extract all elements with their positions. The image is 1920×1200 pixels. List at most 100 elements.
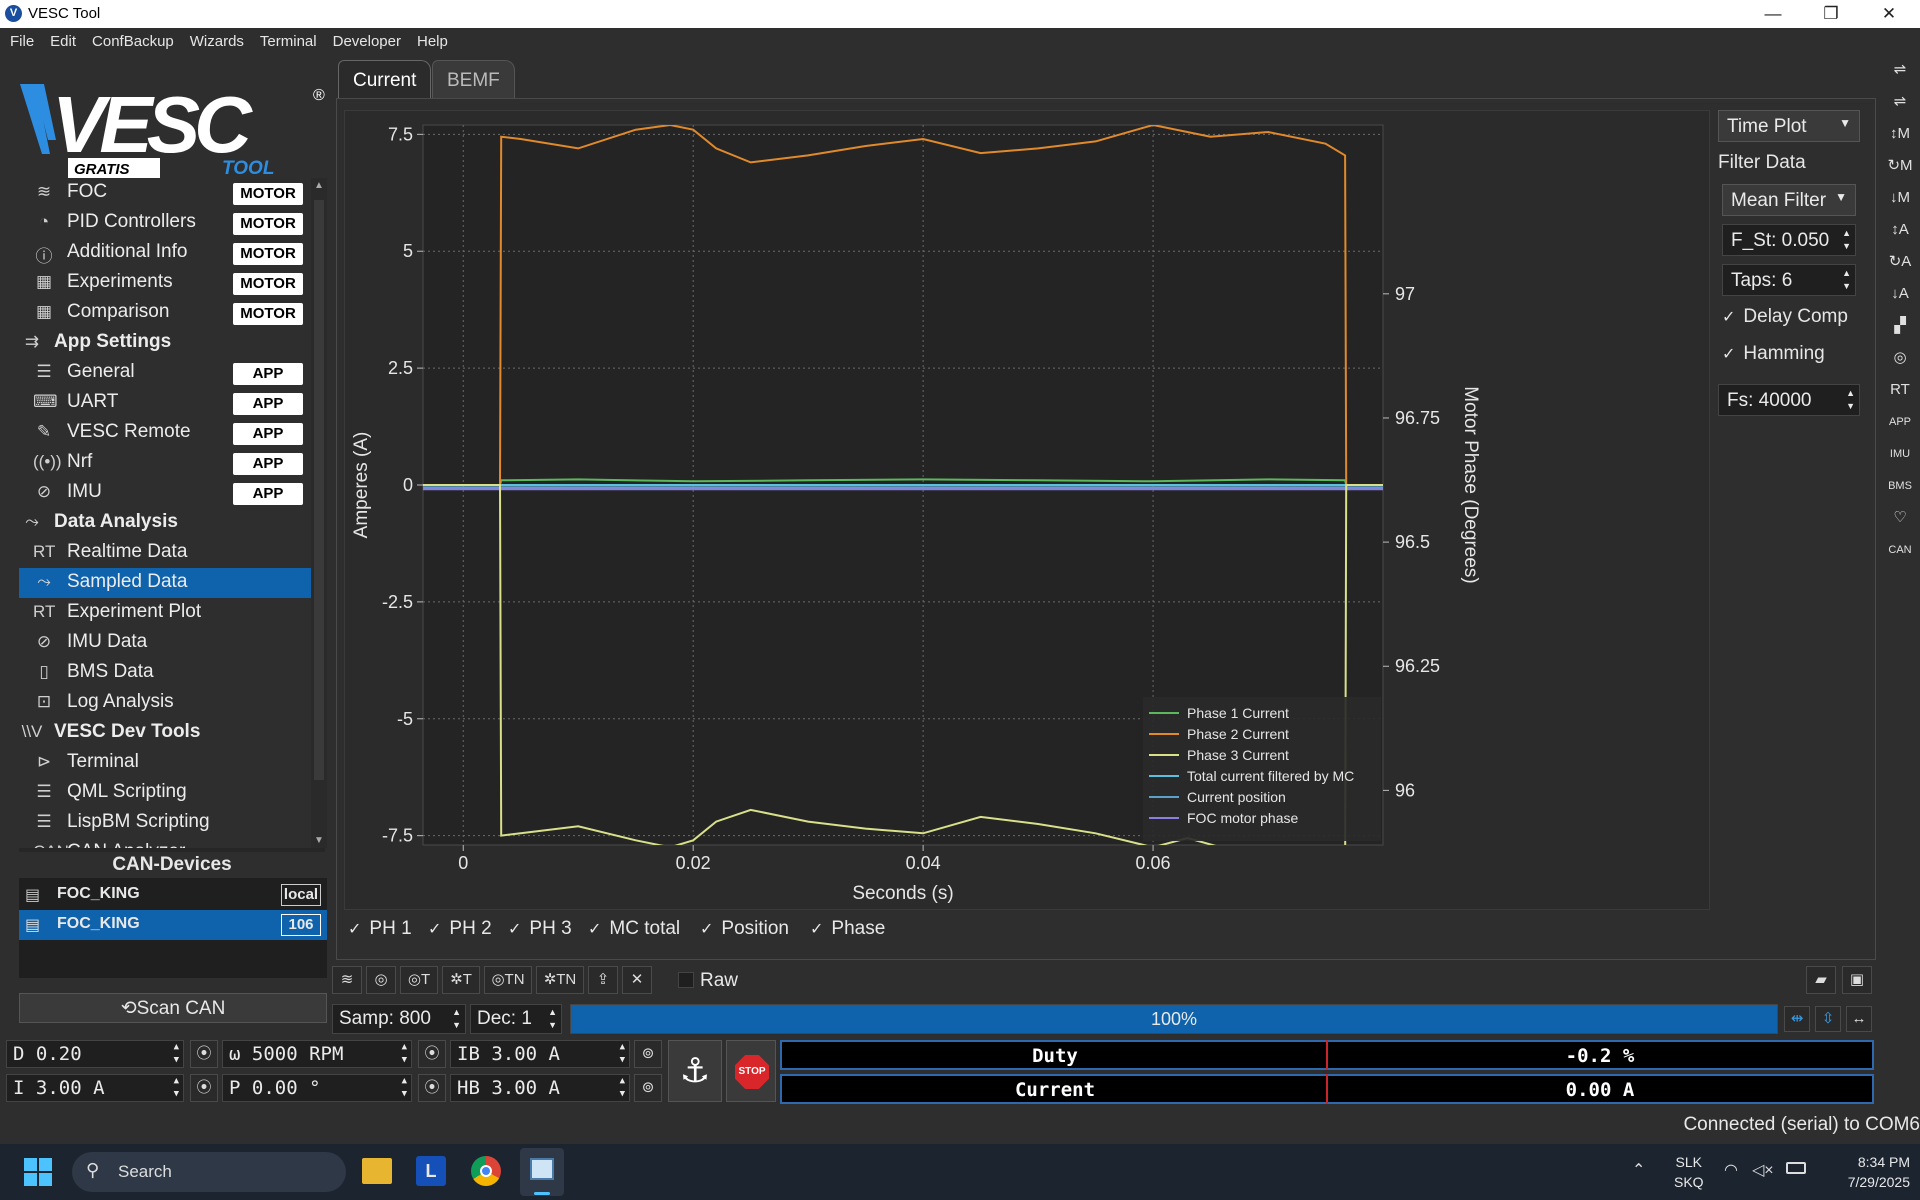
hamming-checkbox[interactable]: ✓ Hamming: [1722, 343, 1825, 364]
samp-spinbox[interactable]: Samp: 800 ▲ ▼: [332, 1004, 466, 1034]
sidebar-item-imu-data[interactable]: ⊘ IMU Data: [19, 628, 311, 658]
checkbox-phase[interactable]: ✓ Phase: [806, 918, 885, 940]
minimize-button[interactable]: —: [1764, 4, 1782, 23]
sidebar-item-bms-data[interactable]: ▯ BMS Data: [19, 658, 311, 688]
sidebar-item-terminal[interactable]: ⊳ Terminal: [19, 748, 311, 778]
toolbar-icon-4[interactable]: ↓M: [1890, 189, 1910, 206]
toolbar-icon-8[interactable]: ▞: [1894, 317, 1906, 334]
plot-area[interactable]: 0 0.02 0.04 0.06 7.5 5 2.5 0 -2.5 -5 -7.5 97 96.75 96…: [344, 110, 1710, 910]
checkbox-ph-2[interactable]: ✓ PH 2: [424, 918, 492, 940]
sidebar-item-sampled-data[interactable]: ⤳ Sampled Data: [19, 568, 311, 598]
filter-type-select[interactable]: Mean Filter ▼: [1722, 184, 1856, 216]
sample-trigger-n-icon[interactable]: ◎TN: [484, 966, 532, 994]
battery-icon[interactable]: [1786, 1162, 1806, 1174]
checkbox-position[interactable]: ✓ Position: [696, 918, 789, 940]
sidebar-item-can-analyzer[interactable]: CANCAN Analyzer: [19, 838, 311, 848]
checkbox-ph-1[interactable]: ✓ PH 1: [344, 918, 412, 940]
taskbar-search[interactable]: ⚲ Search: [72, 1152, 346, 1192]
sidebar-item-qml-scripting[interactable]: ☰ QML Scripting: [19, 778, 311, 808]
toolbar-icon-10[interactable]: RT: [1890, 381, 1910, 398]
toolbar-icon-15[interactable]: CAN: [1888, 544, 1912, 556]
current-plot[interactable]: 0 0.02 0.04 0.06 7.5 5 2.5 0 -2.5 -5 -7.5 97 96.75 96…: [345, 111, 1711, 911]
tray-overflow-icon[interactable]: ⌃: [1632, 1162, 1646, 1179]
tab-current[interactable]: Current: [338, 60, 432, 98]
zoom-horizontal-icon[interactable]: ⇹: [1784, 1006, 1810, 1032]
language-indicator[interactable]: SLK SKQ: [1674, 1154, 1704, 1190]
checkbox-mc-total[interactable]: ✓ MC total: [584, 918, 680, 940]
close-button[interactable]: ✕: [1881, 4, 1897, 23]
sidebar-item-imu[interactable]: ⊘ IMU APP: [19, 478, 311, 508]
sidebar-item-lispbm-scripting[interactable]: ☰ LispBM Scripting: [19, 808, 311, 838]
toolbar-icon-11[interactable]: APP: [1888, 416, 1911, 428]
open-folder-icon[interactable]: ▰: [1806, 966, 1836, 994]
foc-sample-icon[interactable]: ≋: [332, 966, 362, 994]
fs-spinbox[interactable]: Fs: 40000 ▲ ▼: [1718, 384, 1860, 416]
toolbar-icon-0[interactable]: ⇌: [1893, 61, 1907, 78]
cancel-icon[interactable]: ✕: [622, 966, 652, 994]
nav-section-app-settings[interactable]: ⇉ App Settings: [19, 328, 311, 358]
raw-checkbox[interactable]: [678, 972, 694, 988]
handbrake-input[interactable]: HB 3.00 A ▲ ▼: [450, 1074, 630, 1102]
toolbar-icon-9[interactable]: ◎: [1893, 349, 1907, 366]
rpm-input[interactable]: ω 5000 RPM ▲ ▼: [222, 1040, 412, 1068]
toolbar-icon-5[interactable]: ↕A: [1891, 221, 1909, 238]
position-input[interactable]: P 0.00 ° ▲ ▼: [222, 1074, 412, 1102]
sidebar-item-foc[interactable]: ≋ FOC MOTOR: [19, 178, 311, 208]
anchor-icon[interactable]: ⚓: [668, 1040, 722, 1102]
taps-spinbox[interactable]: Taps: 6 ▲ ▼: [1722, 264, 1856, 296]
sidebar-item-general[interactable]: ☰ General APP: [19, 358, 311, 388]
plot-mode-select[interactable]: Time Plot ▼: [1718, 110, 1860, 142]
sample-trigger-icon[interactable]: ◎T: [400, 966, 438, 994]
wifi-icon[interactable]: ◠: [1724, 1162, 1738, 1179]
toolbar-icon-12[interactable]: IMU: [1889, 448, 1911, 460]
toolbar-icon-6[interactable]: ↻A: [1888, 253, 1912, 270]
chrome-icon[interactable]: [471, 1156, 501, 1186]
launcher-icon[interactable]: L: [416, 1156, 446, 1186]
sidebar-item-experiment-plot[interactable]: RT Experiment Plot: [19, 598, 311, 628]
tab-bemf[interactable]: BEMF: [432, 60, 515, 98]
toolbar-icon-1[interactable]: ⇌: [1893, 93, 1907, 110]
menu-confbackup[interactable]: ConfBackup: [92, 33, 174, 50]
upload-icon[interactable]: ⇪: [588, 966, 618, 994]
current-input[interactable]: I 3.00 A ▲ ▼: [6, 1074, 184, 1102]
sidebar-item-log-analysis[interactable]: ⊡ Log Analysis: [19, 688, 311, 718]
delay-comp-checkbox[interactable]: ✓ Delay Comp: [1722, 306, 1848, 327]
file-explorer-icon[interactable]: [362, 1158, 392, 1184]
sample-trigger-alt-icon[interactable]: ✲T: [442, 966, 480, 994]
can-device-row-selected[interactable]: ▤ FOC_KING 106: [19, 910, 327, 940]
menu-help[interactable]: Help: [416, 33, 448, 50]
nav-splitter[interactable]: [19, 848, 325, 852]
sample-trigger-n-alt-icon[interactable]: ✲TN: [536, 966, 584, 994]
play-position-icon[interactable]: ⦿: [418, 1074, 446, 1102]
duty-input[interactable]: D 0.20 ▲ ▼: [6, 1040, 184, 1068]
rescale-icon[interactable]: ↔: [1846, 1006, 1872, 1032]
vesc-tool-taskbar-button[interactable]: [520, 1148, 564, 1196]
menu-wizards[interactable]: Wizards: [189, 33, 244, 50]
save-icon[interactable]: ▣: [1842, 966, 1872, 994]
sidebar-item-experiments[interactable]: ▦ Experiments MOTOR: [19, 268, 311, 298]
sidebar-item-vesc-remote[interactable]: ✎ VESC Remote APP: [19, 418, 311, 448]
dec-spinbox[interactable]: Dec: 1 ▲ ▼: [470, 1004, 562, 1034]
sidebar-item-nrf[interactable]: ((•)) Nrf APP: [19, 448, 311, 478]
clock[interactable]: 8:34 PM 7/29/2025: [1847, 1154, 1910, 1190]
play-current-icon[interactable]: ⦿: [190, 1074, 218, 1102]
sidebar-item-uart[interactable]: ⌨ UART APP: [19, 388, 311, 418]
sidebar-item-realtime-data[interactable]: RT Realtime Data: [19, 538, 311, 568]
sample-icon[interactable]: ◎: [366, 966, 396, 994]
scan-can-button[interactable]: ⟲Scan CAN: [19, 993, 327, 1023]
maximize-button[interactable]: ❐: [1823, 4, 1839, 23]
brake-icon[interactable]: ⊚: [634, 1040, 662, 1068]
sidebar-item-additional-info[interactable]: ⓘ Additional Info MOTOR: [19, 238, 311, 268]
menu-edit[interactable]: Edit: [50, 33, 77, 50]
toolbar-icon-7[interactable]: ↓A: [1891, 285, 1909, 302]
play-rpm-icon[interactable]: ⦿: [418, 1040, 446, 1068]
menu-terminal[interactable]: Terminal: [259, 33, 317, 50]
speaker-muted-icon[interactable]: ◁×: [1752, 1162, 1774, 1179]
sidebar-item-comparison[interactable]: ▦ Comparison MOTOR: [19, 298, 311, 328]
toolbar-icon-14[interactable]: ♡: [1893, 509, 1907, 526]
menu-developer[interactable]: Developer: [332, 33, 401, 50]
stop-button[interactable]: STOP: [726, 1040, 776, 1102]
handbrake-icon[interactable]: ⊚: [634, 1074, 662, 1102]
sidebar-item-pid-controllers[interactable]: ◔ PID Controllers MOTOR: [19, 208, 311, 238]
brake-current-input[interactable]: IB 3.00 A ▲ ▼: [450, 1040, 630, 1068]
